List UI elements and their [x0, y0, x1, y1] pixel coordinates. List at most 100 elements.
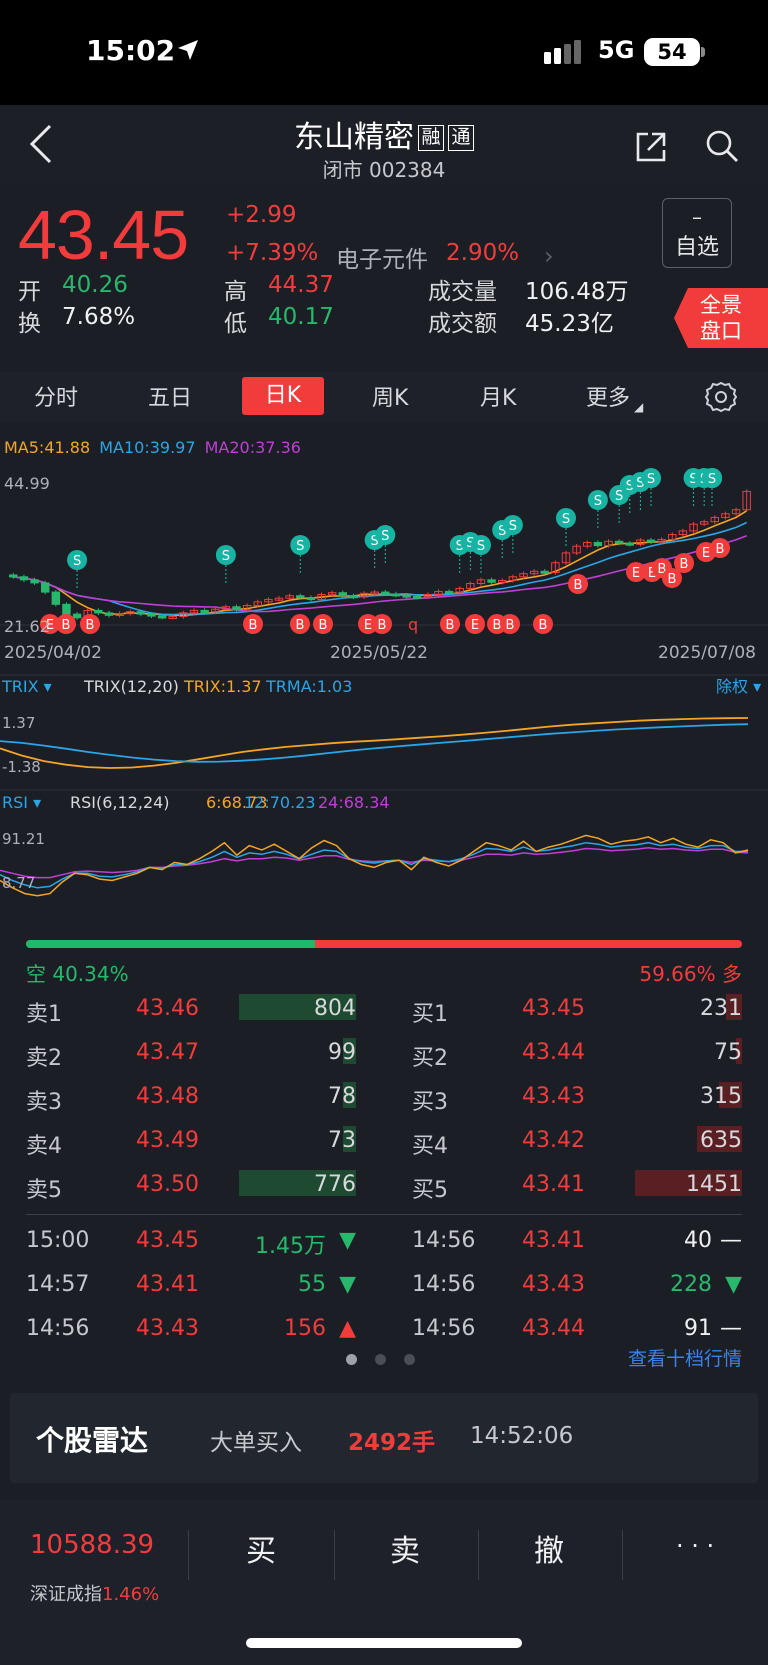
search-icon[interactable] [704, 128, 740, 164]
buy-marker-label: B [658, 562, 667, 577]
turnover-label: 换 [18, 311, 41, 337]
fuquan-selector[interactable]: 除权 ▾ [716, 677, 761, 696]
candle-body [51, 591, 61, 605]
ma20-value: MA20:37.36 [204, 438, 301, 457]
chevron-right-icon[interactable]: › [544, 242, 554, 270]
q-marker-label: q [408, 615, 418, 634]
sell-button[interactable]: 卖 [390, 1534, 420, 1569]
candle-body [30, 579, 39, 584]
ask-price[interactable]: 43.47 [136, 1040, 199, 1065]
tab-more[interactable]: 更多 ◢ [586, 380, 643, 414]
ask-price[interactable]: 43.48 [136, 1084, 199, 1109]
sell-marker-label: S [466, 536, 474, 551]
trix-title: TRIX(12,20) [83, 677, 179, 696]
kline-x-mid: 2025/05/22 [330, 643, 428, 663]
status-time: 15:02 [86, 34, 176, 67]
tab-weekly-k[interactable]: 周K [372, 386, 409, 411]
sector-name[interactable]: 电子元件 [336, 247, 428, 273]
short-bar-fill [26, 940, 315, 948]
trade-direction-icon: — [720, 1228, 742, 1253]
bid-price[interactable]: 43.43 [522, 1084, 585, 1109]
candle-body [412, 595, 422, 599]
high-label: 高 [224, 279, 247, 305]
candle-body [242, 605, 252, 611]
trade-price: 43.41 [136, 1272, 199, 1297]
kline-x-end: 2025/07/08 [658, 643, 756, 663]
index-info[interactable]: 深证成指1.46% [30, 1580, 159, 1606]
buy-marker-label: E [702, 546, 710, 561]
candle-body [689, 523, 698, 532]
ma20-line [13, 535, 747, 613]
stock-radar[interactable]: 个股雷达 大单买入 2492手 14:52:06 [10, 1393, 758, 1483]
rsi-selector[interactable]: RSI ▾ [2, 793, 41, 812]
gear-icon[interactable] [704, 380, 738, 414]
market-status-code: 闭市 002384 [322, 158, 446, 182]
trade-price: 43.44 [522, 1316, 585, 1341]
volume-value: 106.48万 [525, 279, 629, 305]
ask-label: 卖5 [26, 1178, 62, 1203]
kline-chart[interactable]: SSSSSSSSSSSSSSSSSSSSSSEBBBBBEBBEBBBBEEBB… [0, 430, 768, 900]
network-type: 5G [598, 36, 635, 64]
tab-monthly-k[interactable]: 月K [480, 386, 517, 411]
ask-price[interactable]: 43.50 [136, 1172, 199, 1197]
watchlist-button[interactable]: – 自选 [662, 198, 732, 268]
trma-line [0, 723, 749, 763]
tab-daily-k[interactable]: 日K [242, 377, 324, 415]
sell-marker [587, 490, 608, 510]
more-button[interactable]: · · · [676, 1532, 715, 1560]
candle-body [136, 611, 146, 615]
rsi24-value: 24:68.34 [318, 793, 390, 812]
sell-marker-label: S [626, 479, 634, 494]
buy-marker-label: B [680, 557, 689, 572]
share-icon[interactable] [634, 130, 668, 164]
rsi12-line [0, 841, 748, 889]
trma-value: TRMA:1.03 [265, 677, 352, 696]
sell-marker-label: S [371, 534, 379, 549]
bid-price[interactable]: 43.42 [522, 1128, 585, 1153]
buy-marker-label: B [62, 618, 71, 633]
candle-body [668, 534, 677, 540]
ask-volume: 804 [314, 996, 356, 1021]
ma5-value: MA5:41.88 [4, 438, 91, 457]
tab-intraday[interactable]: 分时 [34, 386, 79, 411]
high-value: 44.37 [268, 272, 334, 298]
page-dot [375, 1354, 386, 1365]
trix-selector[interactable]: TRIX ▾ [1, 677, 52, 696]
panorama-orderbook-button[interactable]: 全景 盘口 [674, 288, 768, 348]
candle-body [391, 593, 401, 597]
candle-body [253, 601, 262, 607]
trade-volume: 40 [684, 1228, 712, 1253]
candle-body [529, 570, 539, 575]
kline-y-min: 21.62 [4, 617, 50, 636]
bid-price[interactable]: 43.44 [522, 1040, 585, 1065]
sell-marker [470, 535, 491, 555]
cancel-order-button[interactable]: 撤 [534, 1534, 564, 1569]
watchlist-label: 自选 [674, 235, 719, 260]
sector-change-pct[interactable]: 2.90% [446, 240, 520, 266]
sell-marker [215, 545, 236, 565]
buy-button[interactable]: 买 [246, 1534, 276, 1569]
trix-lines [0, 717, 749, 769]
sell-marker-label: S [509, 519, 517, 534]
tab-five-day[interactable]: 五日 [148, 386, 193, 411]
ask-price[interactable]: 43.46 [136, 996, 199, 1021]
sell-marker-label: S [222, 549, 230, 564]
bid-price[interactable]: 43.45 [522, 996, 585, 1021]
trade-price: 43.45 [136, 1228, 199, 1253]
trade-volume: 228 [670, 1272, 712, 1297]
view-ten-levels-link[interactable]: 查看十档行情 [627, 1348, 742, 1370]
buy-marker-label: B [716, 542, 725, 557]
trix-y-max: 1.37 [2, 714, 35, 732]
candle-body [721, 513, 730, 518]
buy-marker [626, 562, 646, 582]
index-value[interactable]: 10588.39 [30, 1530, 155, 1560]
back-chevron-icon[interactable] [28, 124, 56, 164]
sell-marker-label: S [296, 539, 304, 554]
candle-body [572, 545, 581, 554]
ask-price[interactable]: 43.49 [136, 1128, 199, 1153]
trix-value: TRIX:1.37 [183, 677, 262, 696]
buy-marker [243, 614, 263, 634]
bid-price[interactable]: 43.41 [522, 1172, 585, 1197]
trix-line [0, 717, 749, 769]
candle-body [200, 609, 209, 613]
